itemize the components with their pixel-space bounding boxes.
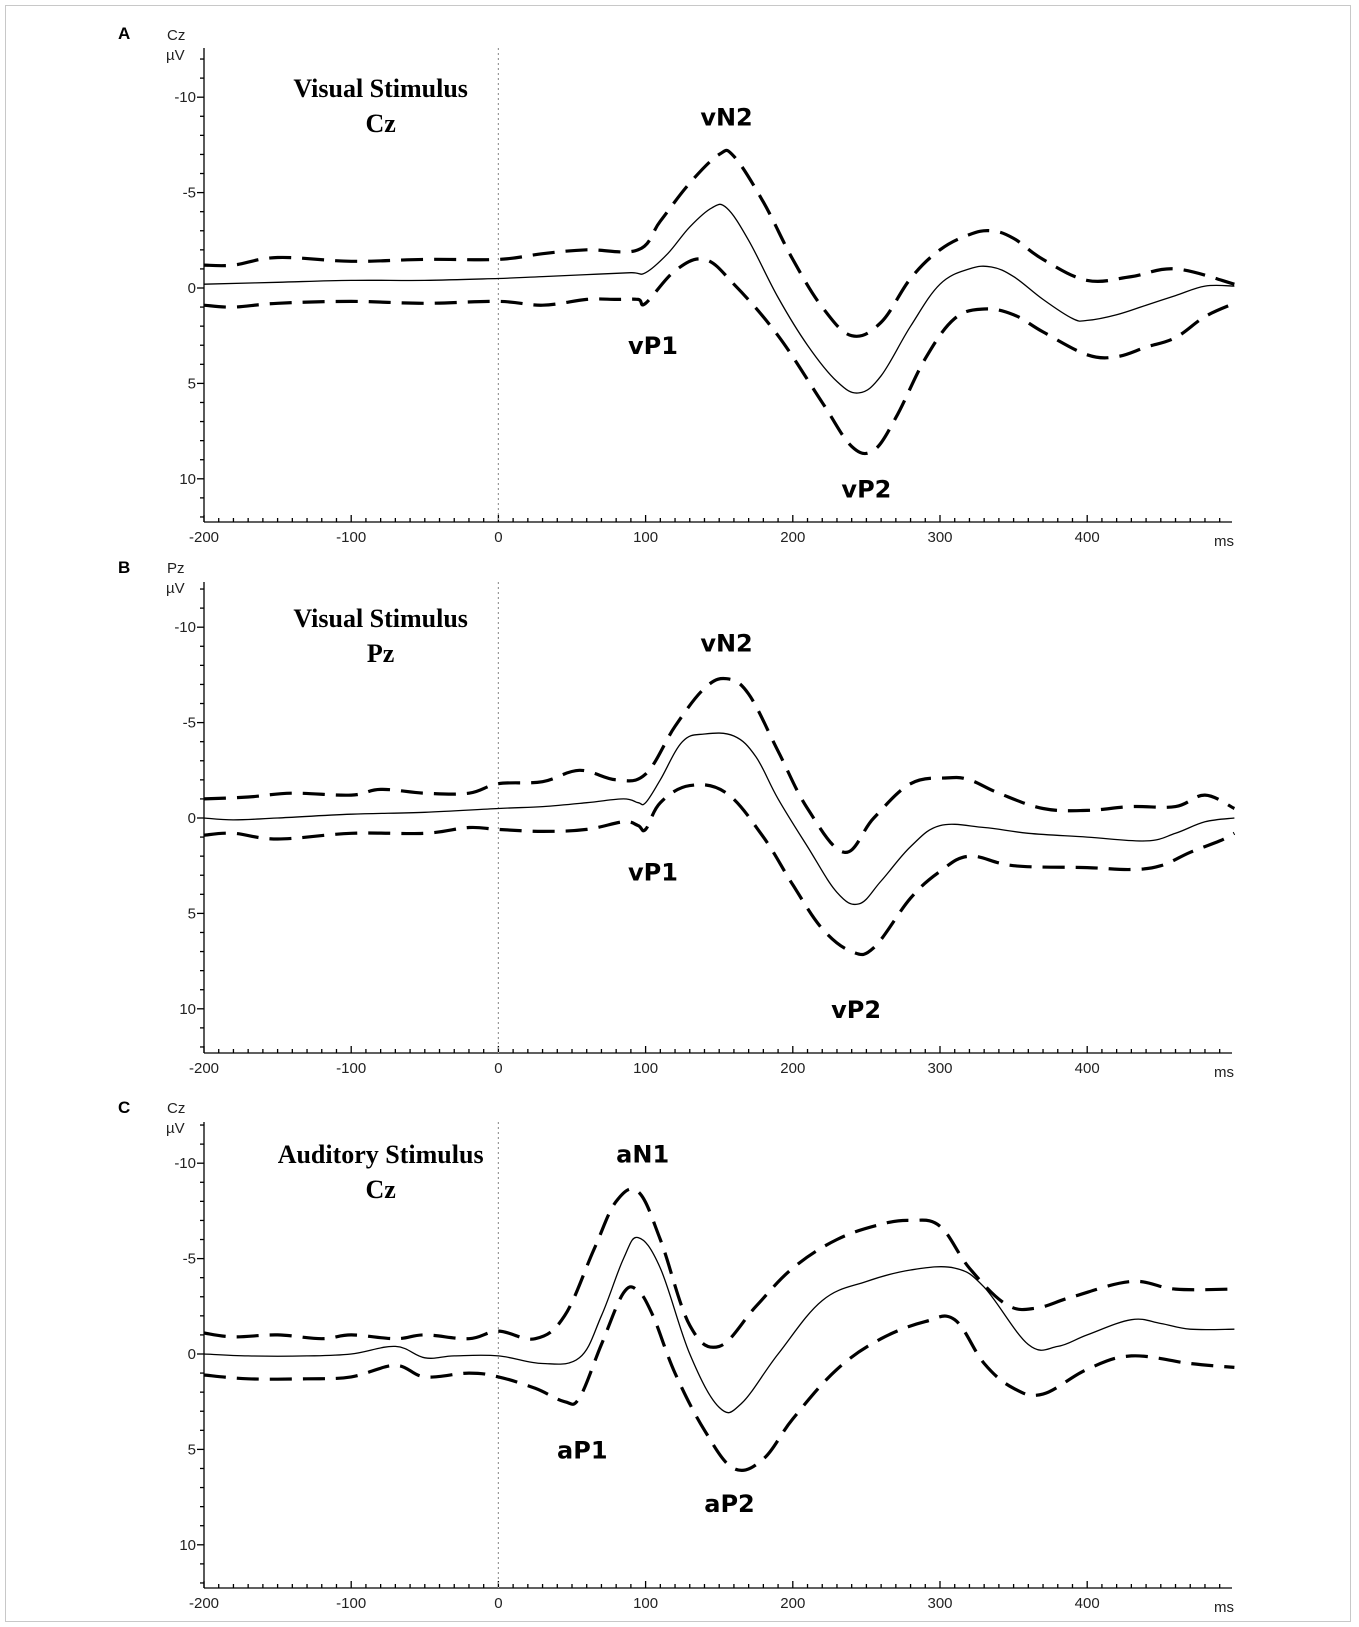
panel-letter: C — [118, 1098, 130, 1117]
stimulus-title: Visual Stimulus — [293, 74, 468, 103]
erp-upper-bound-line — [203, 148, 1235, 338]
stimulus-channel-title: Cz — [365, 1175, 395, 1204]
y-tick-label: 0 — [188, 280, 196, 297]
y-tick-label: 5 — [188, 1441, 196, 1458]
stimulus-channel-title: Pz — [367, 639, 394, 668]
x-tick-label: -200 — [189, 1060, 219, 1077]
y-tick-label: 0 — [188, 1346, 196, 1363]
erp-lower-bound-line — [203, 783, 1236, 957]
x-tick-label: -100 — [336, 529, 366, 546]
peak-label-vp2: vP2 — [841, 475, 891, 503]
y-tick-label: -10 — [174, 89, 196, 106]
erp-mean-line — [203, 203, 1235, 394]
erp-lower-bound-line — [203, 257, 1236, 456]
panel-letter: B — [118, 558, 130, 577]
x-tick-label: 300 — [927, 1060, 952, 1077]
x-tick-label: 0 — [494, 529, 502, 546]
y-tick-label: -10 — [174, 619, 196, 636]
x-tick-label: 300 — [927, 1595, 952, 1612]
x-tick-label: 400 — [1075, 1060, 1100, 1077]
y-unit-label: µV — [166, 1120, 185, 1137]
erp-lower-bound-line — [203, 1285, 1235, 1473]
figure-frame — [5, 5, 1351, 1622]
x-tick-label: 100 — [633, 1060, 658, 1077]
peak-label-vn2: vN2 — [700, 629, 752, 657]
x-tick-label: 400 — [1075, 529, 1100, 546]
x-tick-label: 100 — [633, 529, 658, 546]
channel-label: Pz — [167, 560, 185, 577]
x-tick-label: 300 — [927, 529, 952, 546]
channel-label: Cz — [167, 27, 185, 44]
x-tick-label: 100 — [633, 1595, 658, 1612]
erp-mean-line — [203, 732, 1235, 906]
x-tick-label: 0 — [494, 1595, 502, 1612]
y-tick-label: 10 — [179, 1537, 196, 1554]
y-tick-label: -5 — [183, 715, 196, 732]
channel-label: Cz — [167, 1100, 185, 1117]
x-unit-label: ms — [1214, 533, 1234, 550]
x-tick-label: -100 — [336, 1060, 366, 1077]
stimulus-title: Visual Stimulus — [293, 604, 468, 633]
erp-upper-bound-line — [203, 1187, 1235, 1349]
y-unit-label: µV — [166, 580, 185, 597]
y-unit-label: µV — [166, 47, 185, 64]
x-tick-label: -200 — [189, 1595, 219, 1612]
erp-mean-line — [203, 1236, 1235, 1414]
x-unit-label: ms — [1214, 1599, 1234, 1616]
y-tick-label: 10 — [179, 1001, 196, 1018]
peak-label-ap2: aP2 — [704, 1490, 754, 1518]
x-tick-label: 400 — [1075, 1595, 1100, 1612]
y-tick-label: -10 — [174, 1155, 196, 1172]
erp-panel-a: A Cz µV -10 -5 0 5 10 -200 -100 0 100 200 300 400 ms Vis… — [118, 24, 1236, 550]
x-tick-label: 200 — [780, 529, 805, 546]
y-tick-label: 5 — [188, 375, 196, 392]
peak-label-vn2: vN2 — [700, 103, 752, 131]
stimulus-title: Auditory Stimulus — [278, 1140, 484, 1169]
erp-upper-bound-line — [203, 676, 1236, 854]
peak-label-vp1: vP1 — [628, 332, 678, 360]
peak-label-ap1: aP1 — [557, 1436, 607, 1464]
x-tick-label: 200 — [780, 1060, 805, 1077]
x-tick-label: 0 — [494, 1060, 502, 1077]
x-unit-label: ms — [1214, 1064, 1234, 1081]
erp-panel-b: B Pz µV -10 -5 0 5 10 -200 -100 0 100 200 300 400 ms Vis… — [118, 558, 1236, 1081]
peak-label-an1: aN1 — [616, 1141, 669, 1169]
y-tick-label: 10 — [179, 471, 196, 488]
x-tick-label: -200 — [189, 529, 219, 546]
erp-panel-c: C Cz µV -10 -5 0 5 10 -200 -100 0 100 200 300 400 ms Aud… — [118, 1098, 1235, 1616]
x-tick-label: -100 — [336, 1595, 366, 1612]
x-tick-label: 200 — [780, 1595, 805, 1612]
peak-label-vp1: vP1 — [628, 858, 678, 886]
y-tick-label: 0 — [188, 810, 196, 827]
y-tick-label: -5 — [183, 185, 196, 202]
y-tick-label: -5 — [183, 1251, 196, 1268]
peak-label-vp2: vP2 — [831, 996, 881, 1024]
y-tick-label: 5 — [188, 905, 196, 922]
stimulus-channel-title: Cz — [365, 109, 395, 138]
panel-letter: A — [118, 24, 130, 43]
